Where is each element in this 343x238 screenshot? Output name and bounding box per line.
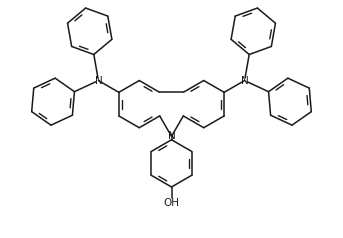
Text: N: N bbox=[95, 75, 102, 85]
Text: N: N bbox=[241, 75, 248, 85]
Text: OH: OH bbox=[164, 198, 179, 208]
Text: N: N bbox=[168, 131, 175, 141]
